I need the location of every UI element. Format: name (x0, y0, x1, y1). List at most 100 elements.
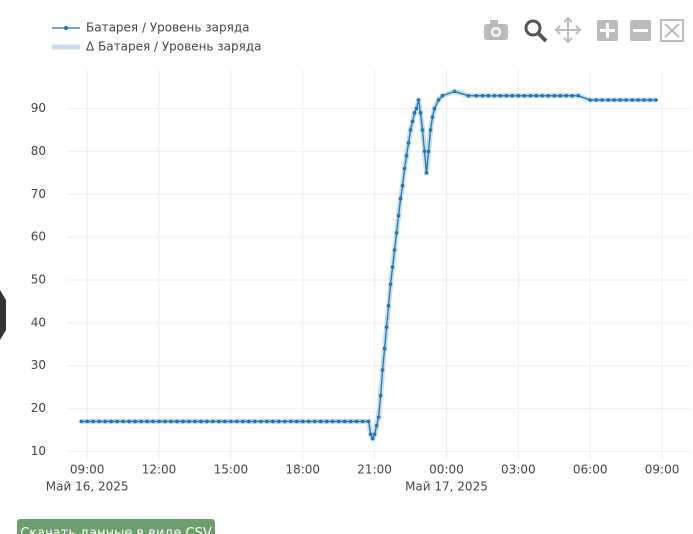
data-point (440, 93, 445, 98)
data-point (199, 419, 203, 424)
data-point (648, 98, 652, 102)
legend-label: Δ Батарея / Уровень заряда (86, 40, 262, 54)
zoom-out-button[interactable] (630, 20, 651, 41)
y-tick-label: 30 (31, 358, 46, 372)
zoom-button[interactable] (524, 19, 548, 43)
data-point (85, 419, 89, 424)
data-point (410, 119, 415, 124)
data-point (271, 419, 275, 424)
data-point (145, 419, 149, 424)
data-point (376, 415, 381, 419)
data-point (229, 419, 233, 424)
data-point (404, 153, 409, 158)
data-point (388, 282, 393, 287)
data-point (540, 93, 545, 98)
data-point (606, 98, 610, 102)
x-date-label: Май 16, 2025 (46, 480, 129, 494)
data-point (259, 419, 263, 424)
data-point (576, 93, 581, 98)
x-tick-label: 21:00 (357, 463, 392, 477)
data-point (370, 436, 375, 441)
chart: 10 20 30 40 50 60 70 80 90 09:00 12:00 15:00 18:00 21… (0, 16, 690, 494)
data-point (558, 93, 563, 98)
data-point (175, 419, 179, 424)
data-point (157, 419, 161, 424)
toolbar (484, 16, 684, 44)
data-point (294, 419, 299, 424)
data-point (492, 93, 497, 98)
data-point (330, 419, 335, 424)
x-tick-label: 12:00 (142, 463, 177, 477)
data-point (235, 419, 239, 424)
data-point (436, 98, 441, 102)
series-1 (81, 88, 657, 442)
zoom-in-button[interactable] (597, 20, 618, 41)
data-point (570, 93, 575, 98)
y-tick-label: 90 (31, 101, 46, 115)
data-point (265, 419, 269, 424)
x-tick-label: 15:00 (214, 463, 249, 477)
data-point (181, 419, 185, 424)
data-point (630, 98, 634, 102)
data-point (348, 419, 353, 424)
data-point (282, 419, 287, 424)
data-point (386, 303, 391, 308)
legend-label: Батарея / Уровень заряда (86, 21, 250, 35)
data-point (382, 346, 387, 351)
data-point (402, 166, 407, 171)
data-point (516, 93, 521, 98)
data-point (422, 149, 427, 154)
data-point (217, 419, 221, 424)
y-tick-label: 50 (31, 273, 46, 287)
autoscale-button[interactable] (660, 19, 684, 42)
data-point (288, 419, 293, 424)
data-point (223, 419, 227, 424)
data-point (253, 419, 257, 424)
data-point (400, 183, 405, 188)
data-point (378, 393, 383, 398)
data-point (600, 98, 604, 102)
data-point (426, 149, 431, 154)
data-point (276, 419, 281, 424)
data-point (300, 419, 305, 424)
y-tick-label: 70 (31, 187, 46, 201)
y-tick-label: 60 (31, 230, 46, 244)
data-point (79, 419, 83, 424)
data-point (390, 265, 395, 269)
data-point (163, 419, 167, 424)
x-tick-label: 18:00 (285, 463, 320, 477)
data-point (432, 106, 437, 111)
data-point (636, 98, 640, 102)
data-point (368, 432, 373, 437)
data-point (406, 141, 411, 145)
data-point (594, 98, 598, 102)
data-point (312, 419, 317, 424)
x-tick-label: 03:00 (501, 463, 536, 477)
data-point (324, 419, 329, 424)
data-point (452, 89, 457, 94)
series-0 (79, 89, 658, 441)
pan-button[interactable] (554, 16, 582, 44)
data-point (187, 419, 191, 424)
data-point (466, 93, 471, 98)
data-point (372, 432, 377, 437)
x-tick-label: 06:00 (573, 463, 608, 477)
series-line (81, 90, 657, 440)
side-tab[interactable] (0, 290, 6, 340)
data-point (392, 248, 397, 252)
data-point (247, 419, 251, 424)
data-point (396, 213, 401, 218)
data-point (97, 419, 101, 424)
y-tick-label: 40 (31, 315, 46, 329)
camera-button[interactable] (484, 20, 508, 40)
x-tick-label: 00:00 (429, 463, 464, 477)
legend-marker (64, 26, 68, 30)
download-csv-button[interactable]: Скачать данные в виде CSV (17, 519, 215, 534)
data-point (360, 419, 365, 424)
x-tick-label: 09:00 (70, 463, 105, 477)
data-point (139, 419, 143, 424)
data-point (398, 196, 403, 201)
data-point (424, 171, 429, 175)
data-point (412, 111, 417, 115)
